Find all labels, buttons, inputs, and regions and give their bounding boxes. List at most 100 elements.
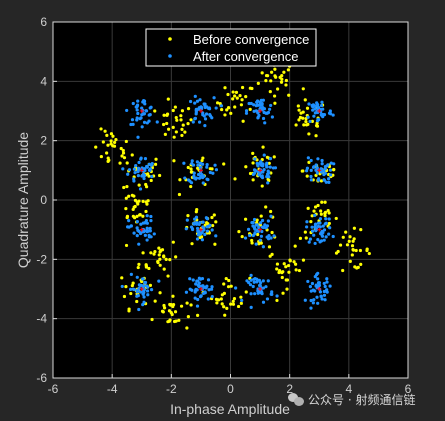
before-point [153, 299, 157, 303]
after-point [329, 161, 333, 165]
before-point [185, 301, 189, 305]
after-point [252, 280, 256, 284]
before-point [212, 213, 216, 217]
after-point [316, 117, 320, 121]
before-point [355, 266, 359, 270]
before-point [327, 221, 331, 226]
after-point [329, 173, 333, 177]
after-point [262, 153, 266, 157]
before-point [215, 301, 219, 305]
after-point [313, 107, 317, 111]
before-point [220, 107, 224, 112]
after-point [321, 224, 325, 228]
before-point [248, 171, 253, 176]
after-point [265, 111, 269, 115]
after-point [132, 179, 136, 183]
before-point [275, 262, 280, 266]
before-point [163, 132, 167, 136]
after-point [246, 227, 251, 231]
before-point [173, 105, 177, 109]
before-point [301, 258, 306, 262]
after-point [199, 174, 203, 179]
before-point [299, 111, 303, 115]
after-point [267, 175, 271, 179]
after-point [316, 238, 320, 242]
after-point [132, 231, 136, 235]
before-point [200, 158, 204, 163]
after-point [205, 165, 209, 169]
before-point [199, 235, 204, 239]
before-point [156, 260, 160, 265]
before-point [323, 200, 327, 204]
before-point [145, 202, 149, 206]
before-point [168, 258, 172, 262]
before-point [227, 278, 231, 283]
before-point [347, 239, 351, 243]
before-point [297, 118, 301, 122]
before-point [348, 235, 352, 239]
after-point [255, 223, 259, 227]
after-point [261, 279, 265, 283]
before-point [157, 246, 161, 250]
before-point [273, 101, 277, 105]
before-convergence-points [94, 57, 371, 330]
after-point [318, 290, 323, 294]
before-point [284, 83, 288, 87]
after-point [145, 165, 149, 169]
after-point [332, 162, 336, 166]
before-point [229, 302, 233, 306]
after-point [312, 114, 316, 118]
after-point [205, 177, 209, 181]
after-point [323, 298, 327, 302]
after-point [192, 174, 196, 178]
before-point [341, 235, 345, 239]
after-point [249, 292, 253, 296]
after-point [202, 174, 206, 179]
after-point [261, 245, 265, 249]
before-point [351, 239, 355, 243]
before-point [140, 279, 144, 284]
before-point [265, 155, 270, 159]
after-point [183, 176, 187, 180]
after-point [205, 229, 210, 233]
after-convergence-points [120, 94, 336, 312]
x-tick-label: -2 [166, 382, 177, 396]
before-point [320, 200, 324, 204]
after-point [261, 286, 266, 290]
before-point [272, 94, 277, 98]
before-point [280, 77, 284, 81]
after-point [312, 233, 316, 237]
after-point [314, 283, 318, 287]
before-point [166, 97, 170, 101]
after-point [146, 293, 150, 297]
after-point [259, 234, 264, 238]
before-point [243, 217, 248, 221]
after-point [313, 213, 317, 217]
before-point [257, 242, 261, 246]
after-point [155, 120, 159, 124]
before-point [303, 230, 307, 234]
before-point [241, 119, 245, 123]
before-point [269, 79, 273, 83]
before-point [101, 140, 105, 144]
after-point [142, 112, 146, 116]
before-point [105, 151, 109, 155]
after-point [191, 163, 196, 167]
after-point [125, 108, 129, 113]
before-point [327, 211, 331, 215]
before-point [293, 244, 297, 248]
after-point [311, 103, 315, 107]
after-point [188, 277, 192, 281]
after-point [210, 295, 214, 299]
after-point [135, 108, 139, 112]
after-point [322, 281, 326, 286]
after-point [253, 292, 257, 296]
after-point [184, 290, 189, 294]
after-point [199, 277, 203, 281]
after-point [316, 277, 320, 281]
after-point [145, 289, 150, 293]
after-point [197, 120, 202, 124]
after-point [206, 297, 210, 301]
after-point [248, 283, 253, 287]
before-point [287, 93, 291, 97]
